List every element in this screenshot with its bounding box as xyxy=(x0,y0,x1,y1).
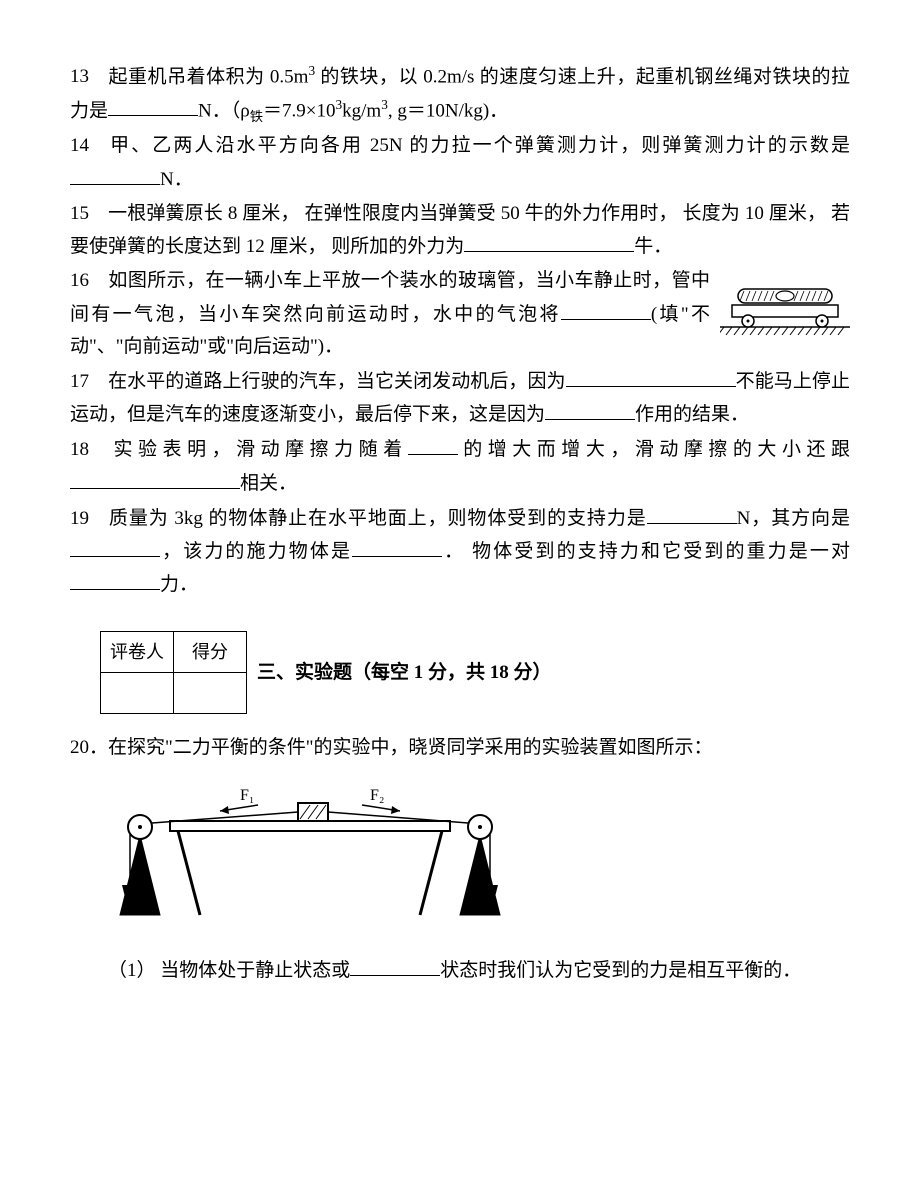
qnum-17: 17 xyxy=(70,366,108,398)
score-cell xyxy=(174,673,247,714)
q18-blank2 xyxy=(70,467,240,489)
score-table: 评卷人 得分 xyxy=(100,631,247,714)
question-20-p1: （1） 当物体处于静止状态或 状态时我们认为它受到的力是相互平衡的． xyxy=(70,954,850,987)
q15-blank xyxy=(464,230,634,252)
scorer-header: 评卷人 xyxy=(101,632,174,673)
label-f1: F₁ xyxy=(240,787,254,804)
q13-text-e: kg/m xyxy=(342,100,381,121)
question-13: 13起重机吊着体积为 0.5m3 的铁块，以 0.2m/s 的速度匀速上升，起重… xyxy=(70,60,850,128)
q13-sub1: 铁 xyxy=(250,109,263,124)
q14-text-b: N． xyxy=(160,169,193,190)
section-3-header: 评卷人 得分 三、实验题（每空 1 分，共 18 分） xyxy=(100,631,850,714)
qnum-15: 15 xyxy=(70,198,108,230)
q18-text-b: 的增大而增大，滑动摩擦的大小还跟 xyxy=(458,439,850,460)
question-20: 20．在探究"二力平衡的条件"的实验中，晓贤同学采用的实验装置如图所示： xyxy=(70,732,850,764)
question-19: 19质量为 3kg 的物体静止在水平地面上，则物体受到的支持力是 N，其方向是 ，该… xyxy=(70,502,850,602)
section-3-title: 三、实验题（每空 1 分，共 18 分） xyxy=(257,657,552,689)
q19-text-e: 力． xyxy=(160,574,198,595)
q19-text-a: 质量为 3kg 的物体静止在水平地面上，则物体受到的支持力是 xyxy=(108,508,647,529)
question-17: 17在水平的道路上行驶的汽车，当它关闭发动机后，因为不能马上停止运动，但是汽车的… xyxy=(70,365,850,431)
q15-text-a: 一根弹簧原长 8 厘米， 在弹性限度内当弹簧受 50 牛的外力作用时， 长度为 … xyxy=(70,203,850,257)
qnum-13: 13 xyxy=(70,61,108,93)
q19-blank2 xyxy=(70,535,160,557)
q19-blank1 xyxy=(647,502,737,524)
q19-text-b: N，其方向是 xyxy=(737,508,850,529)
score-header: 得分 xyxy=(174,632,247,673)
q13-text-a: 起重机吊着体积为 0.5m xyxy=(108,66,308,87)
scorer-cell xyxy=(101,673,174,714)
question-18: 18实验表明，滑动摩擦力随着 的增大而增大，滑动摩擦的大小还跟相关． xyxy=(70,433,850,499)
q20-p1-a: （1） 当物体处于静止状态或 xyxy=(108,960,350,981)
q19-blank3 xyxy=(352,535,442,557)
q14-text-a: 甲、乙两人沿水平方向各用 25N 的力拉一个弹簧测力计，则弹簧测力计的示数是 xyxy=(108,135,850,156)
q19-text-c: ，该力的施力物体是 xyxy=(160,541,352,562)
question-15: 15一根弹簧原长 8 厘米， 在弹性限度内当弹簧受 50 牛的外力作用时， 长度… xyxy=(70,198,850,263)
qnum-14: 14 xyxy=(70,130,108,162)
q19-text-d: ． 物体受到的支持力和它受到的重力是一对 xyxy=(442,541,850,562)
qnum-20: 20． xyxy=(70,737,108,758)
qnum-19: 19 xyxy=(70,503,108,535)
q17-blank2 xyxy=(545,398,635,420)
q20-intro: 在探究"二力平衡的条件"的实验中，晓贤同学采用的实验装置如图所示： xyxy=(108,737,713,758)
q17-text-a: 在水平的道路上行驶的汽车，当它关闭发动机后，因为 xyxy=(108,371,566,392)
q20-p1-b: 状态时我们认为它受到的力是相互平衡的． xyxy=(440,960,801,981)
q15-text-b: 牛． xyxy=(634,236,672,257)
q13-sup3: 3 xyxy=(381,97,388,112)
q14-blank xyxy=(70,163,160,185)
q13-text-d: ＝7.9×10 xyxy=(263,100,335,121)
q17-blank1 xyxy=(566,365,736,387)
figure-16 xyxy=(720,269,850,350)
question-16: 16如图所示，在一辆小车上平放一个装水的玻璃管，当小车静止时，管中间有一气泡，当… xyxy=(70,265,850,363)
q13-text-c: N．（ρ xyxy=(198,100,250,121)
q18-blank1 xyxy=(408,433,458,455)
q18-text-a: 实验表明，滑动摩擦力随着 xyxy=(108,439,408,460)
figure-20: F₁ F₂ xyxy=(100,775,850,936)
q13-blank xyxy=(108,94,198,116)
q20-p1-blank xyxy=(350,954,440,976)
label-f2: F₂ xyxy=(370,787,384,804)
q16-blank xyxy=(561,298,651,320)
q19-blank4 xyxy=(70,568,160,590)
q13-text-f: , g＝10N/kg)． xyxy=(388,100,508,121)
q18-text-c: 相关． xyxy=(240,473,297,494)
qnum-18: 18 xyxy=(70,434,108,466)
q17-text-c: 作用的结果． xyxy=(635,404,749,425)
question-14: 14甲、乙两人沿水平方向各用 25N 的力拉一个弹簧测力计，则弹簧测力计的示数是… xyxy=(70,130,850,195)
qnum-16: 16 xyxy=(70,265,108,297)
